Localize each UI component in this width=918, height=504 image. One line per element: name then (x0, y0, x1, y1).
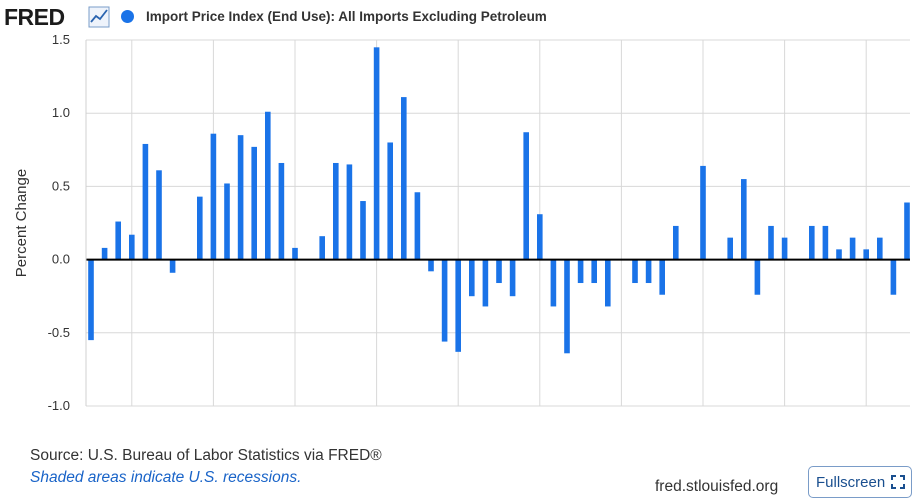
bar[interactable] (278, 162, 285, 260)
y-tick-label: 1.5 (52, 32, 70, 47)
bar[interactable] (890, 259, 897, 295)
source-text: Source: U.S. Bureau of Labor Statistics … (30, 447, 382, 464)
legend-marker (121, 10, 134, 23)
y-axis-ticks: 1.5 1.0 0.5 0.0 -0.5 -1.0 (48, 32, 70, 410)
bar[interactable] (387, 142, 393, 260)
bar[interactable] (197, 196, 203, 260)
bar[interactable] (781, 237, 788, 260)
bar[interactable] (659, 259, 665, 295)
bar[interactable] (863, 249, 869, 260)
bar[interactable] (129, 234, 135, 260)
chart-header: FRED Import Price Index (End Use): All I… (0, 0, 918, 36)
bar[interactable] (428, 259, 434, 272)
bar[interactable] (401, 97, 407, 260)
bar[interactable] (265, 111, 271, 260)
bar[interactable] (523, 132, 529, 260)
bar[interactable] (455, 259, 461, 352)
bar[interactable] (754, 259, 761, 295)
y-tick-label: 0.0 (52, 252, 70, 267)
bar[interactable] (496, 259, 502, 284)
bar[interactable] (564, 259, 570, 354)
fullscreen-label: Fullscreen (816, 473, 886, 491)
grid-lines (86, 39, 910, 407)
bar[interactable] (605, 259, 611, 307)
bar[interactable] (156, 170, 162, 260)
site-url[interactable]: fred.stlouisfed.org (655, 478, 779, 495)
bar[interactable] (360, 201, 366, 260)
bar[interactable] (591, 259, 597, 284)
bar[interactable] (441, 259, 448, 342)
bar[interactable] (809, 225, 815, 260)
bar[interactable] (346, 164, 353, 260)
bar[interactable] (577, 259, 584, 284)
bar[interactable] (550, 259, 557, 307)
bar[interactable] (115, 221, 121, 260)
bar[interactable] (333, 162, 339, 260)
fullscreen-icon (891, 475, 905, 489)
bar[interactable] (482, 259, 489, 307)
legend-series-label: Import Price Index (End Use): All Import… (146, 9, 547, 24)
bar[interactable] (210, 133, 217, 260)
bar[interactable] (632, 259, 638, 284)
bar[interactable] (169, 259, 176, 273)
bar[interactable] (645, 259, 652, 284)
bar[interactable] (237, 135, 244, 260)
bar[interactable] (414, 192, 421, 260)
recession-note: Shaded areas indicate U.S. recessions. (30, 469, 302, 486)
y-tick-label: 1.0 (52, 105, 70, 120)
bar[interactable] (509, 259, 516, 297)
bar[interactable] (877, 237, 883, 260)
bar[interactable] (700, 165, 706, 260)
y-tick-label: -1.0 (48, 398, 70, 410)
bar[interactable] (319, 236, 325, 260)
fullscreen-button[interactable]: Fullscreen (808, 466, 912, 498)
bar[interactable] (741, 179, 747, 260)
bar[interactable] (537, 214, 543, 260)
bar-chart: 1.51.00.50.0-0.5-1.0 Jul 2020Jan 2021Jul… (13, 32, 910, 410)
bar[interactable] (727, 237, 733, 260)
bar[interactable] (469, 259, 475, 297)
bar[interactable] (88, 259, 94, 341)
bar[interactable] (904, 202, 910, 260)
bar-series (88, 47, 910, 354)
bar[interactable] (822, 225, 829, 260)
bar[interactable] (292, 247, 298, 260)
bar[interactable] (251, 146, 257, 260)
bar[interactable] (373, 47, 380, 260)
bar[interactable] (849, 237, 856, 260)
bar[interactable] (836, 249, 842, 260)
bar[interactable] (142, 143, 149, 260)
y-tick-label: -0.5 (48, 325, 70, 340)
bar[interactable] (768, 225, 774, 260)
line-chart-icon (88, 6, 110, 28)
bar[interactable] (224, 183, 230, 260)
fred-logo[interactable]: FRED (4, 4, 65, 30)
bar[interactable] (673, 225, 679, 260)
y-tick-label: 0.5 (52, 178, 70, 193)
bar[interactable] (101, 247, 108, 260)
y-axis-label: Percent Change (13, 169, 30, 277)
